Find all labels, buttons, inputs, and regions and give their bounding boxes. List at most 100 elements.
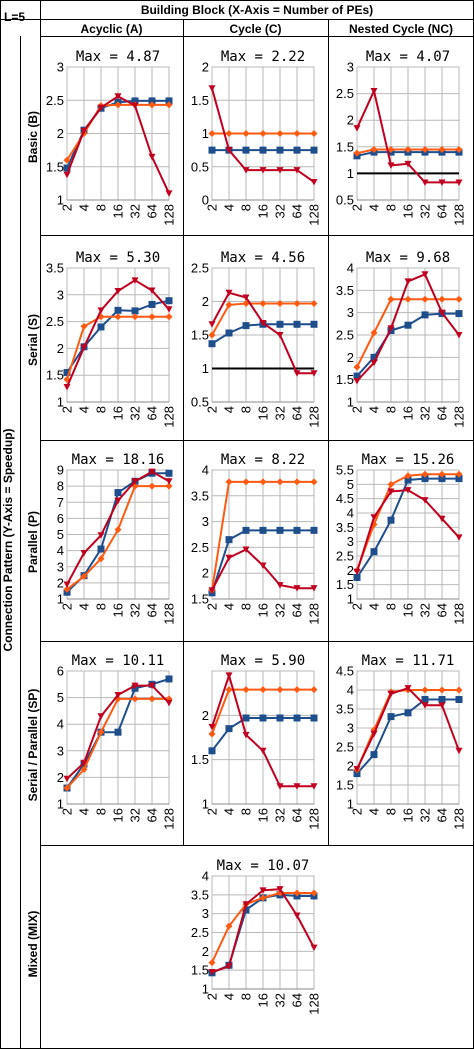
series-red — [208, 672, 318, 790]
point-triangle — [293, 912, 301, 920]
y-tick-label: 5.5 — [336, 463, 354, 478]
chart-title: Max = 2.22 — [221, 49, 305, 65]
x-tick-label: 16 — [401, 406, 416, 420]
y-tick-label: 4 — [347, 506, 354, 521]
y-tick-label: 1.5 — [46, 159, 64, 174]
point-triangle — [293, 585, 301, 592]
point-triangle — [63, 581, 71, 588]
point-diamond — [370, 145, 378, 153]
series-red — [208, 546, 318, 594]
x-tick-label: 64 — [290, 406, 305, 420]
series-orange — [63, 482, 173, 593]
point-triangle — [165, 478, 173, 485]
x-tick-label: 128 — [452, 808, 467, 830]
point-diamond — [225, 478, 233, 486]
x-tick-label: 4 — [367, 603, 382, 610]
point-diamond — [276, 300, 284, 308]
point-square — [148, 300, 156, 308]
y-tick-label: 1 — [57, 395, 64, 410]
y-tick-label: 4 — [202, 463, 209, 478]
y-tick-label: 2 — [347, 113, 354, 128]
series-blue — [353, 696, 463, 778]
point-diamond — [225, 922, 233, 930]
point-square — [293, 146, 301, 154]
point-diamond — [293, 478, 301, 486]
point-triangle — [225, 147, 233, 154]
point-triangle — [387, 162, 395, 169]
point-triangle — [455, 747, 463, 755]
y-tick-label: 4.5 — [336, 664, 354, 679]
x-tick-label: 32 — [128, 603, 143, 617]
point-square — [293, 320, 301, 328]
x-tick-label: 8 — [384, 603, 399, 610]
y-tick-label: 4 — [202, 869, 209, 884]
x-tick-label: 64 — [435, 808, 450, 822]
x-tick-label: 2 — [205, 603, 220, 610]
point-triangle — [438, 309, 446, 317]
point-square — [293, 526, 301, 534]
point-triangle — [404, 160, 412, 168]
point-square — [208, 747, 216, 755]
y-tick-label: 3.5 — [336, 283, 354, 298]
point-diamond — [387, 295, 395, 303]
x-tick-label: 128 — [162, 808, 177, 830]
point-diamond — [97, 728, 105, 736]
series-red — [63, 93, 173, 197]
x-tick-label: 16 — [401, 808, 416, 822]
point-triangle — [242, 546, 250, 553]
y-tick-label: 2.5 — [336, 86, 354, 101]
y-tick-label: 3 — [57, 559, 64, 574]
point-square — [242, 906, 250, 914]
point-diamond — [421, 295, 429, 303]
y-tick-label: 2 — [57, 341, 64, 356]
x-tick-label: 4 — [77, 406, 92, 413]
point-diamond — [310, 889, 318, 897]
point-triangle — [208, 85, 216, 92]
point-diamond — [370, 329, 378, 337]
y-tick-label: 2 — [57, 770, 64, 785]
point-diamond — [293, 889, 301, 897]
point-square — [97, 545, 105, 553]
x-tick-label: 128 — [307, 808, 322, 830]
x-tick-label: 4 — [77, 603, 92, 610]
point-square — [310, 714, 318, 722]
x-tick-label: 64 — [145, 603, 160, 617]
y-tick-label: 2 — [202, 944, 209, 959]
series-red — [353, 87, 463, 186]
point-square — [387, 516, 395, 524]
point-triangle — [353, 125, 361, 132]
y-tick-label: 2.5 — [191, 540, 209, 555]
y-tick-label: 0.5 — [191, 395, 209, 410]
x-tick-label: 4 — [367, 204, 382, 211]
point-diamond — [114, 526, 122, 534]
x-tick-label: 8 — [239, 603, 254, 610]
point-triangle — [438, 515, 446, 523]
point-square — [276, 526, 284, 534]
point-triangle — [353, 378, 361, 385]
column-header-acyclic: Acyclic (A) — [80, 22, 143, 36]
chart-title: Max = 9.68 — [366, 250, 450, 266]
x-tick-label: 2 — [350, 603, 365, 610]
y-tick-label: 3.5 — [191, 887, 209, 902]
x-tick-label: 16 — [256, 603, 271, 617]
point-triangle — [370, 359, 378, 367]
point-triangle — [242, 901, 250, 908]
x-tick-label: 2 — [60, 808, 75, 815]
point-diamond — [438, 145, 446, 153]
point-triangle — [242, 731, 250, 739]
point-triangle — [114, 497, 122, 505]
y-tick-label: 1.5 — [336, 372, 354, 387]
series-red — [63, 468, 173, 588]
x-tick-label: 128 — [162, 406, 177, 428]
point-diamond — [114, 313, 122, 321]
y-tick-label: 4 — [347, 261, 354, 276]
y-tick-label: 1.5 — [336, 778, 354, 793]
y-tick-label: 3.5 — [336, 702, 354, 717]
point-diamond — [242, 478, 250, 486]
point-square — [404, 476, 412, 484]
x-tick-label: 8 — [94, 406, 109, 413]
series-red — [353, 685, 463, 773]
